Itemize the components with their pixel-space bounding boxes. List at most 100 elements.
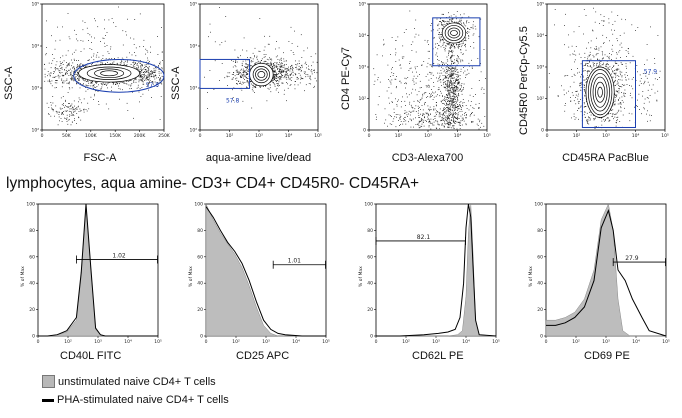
event-dot [153, 76, 154, 78]
event-dot [447, 80, 449, 82]
event-dot [624, 96, 626, 97]
event-dot [291, 65, 293, 67]
event-dot [443, 118, 444, 119]
event-dot [71, 59, 72, 61]
event-dot [583, 103, 585, 105]
event-dot [73, 69, 75, 71]
event-dot [453, 44, 454, 46]
event-dot [465, 40, 467, 42]
event-dot [460, 49, 462, 51]
event-dot [308, 68, 309, 70]
event-dot [274, 77, 275, 78]
x-ticks: 0 10² 10³ 10⁴ 10⁵ [546, 130, 669, 139]
event-dot [379, 81, 381, 83]
event-dot [576, 90, 578, 92]
event-dot [424, 104, 425, 106]
event-dot [446, 56, 448, 58]
event-dot [442, 103, 444, 104]
event-dot [61, 108, 63, 109]
event-dot [315, 53, 317, 55]
event-dot [443, 71, 445, 73]
event-dot [445, 67, 447, 69]
event-dot [389, 123, 391, 125]
event-dot [614, 104, 616, 106]
event-dot [245, 74, 247, 76]
event-dot [146, 75, 148, 77]
event-dot [423, 113, 425, 115]
event-dot [615, 90, 617, 92]
event-dot [460, 90, 462, 92]
event-dot [138, 81, 140, 83]
event-dot [462, 54, 464, 55]
event-dot [439, 76, 440, 78]
event-dot [239, 75, 241, 77]
event-dot [282, 71, 284, 73]
event-dot [151, 73, 153, 75]
event-dot [468, 16, 470, 18]
event-dot [113, 82, 114, 84]
event-dot [244, 66, 246, 67]
event-dot [247, 81, 249, 82]
event-dot [224, 40, 226, 42]
event-dot [107, 87, 108, 89]
event-dot [93, 84, 95, 85]
event-dot [454, 113, 456, 114]
event-dot [466, 114, 467, 116]
event-dot [278, 70, 279, 72]
event-dot [468, 100, 469, 102]
event-dot [615, 77, 616, 79]
event-dot [290, 68, 292, 70]
event-dot [435, 54, 437, 56]
event-dot [575, 117, 577, 119]
event-dot [594, 128, 596, 129]
event-dot [122, 44, 124, 46]
event-dot [50, 104, 52, 106]
event-dot [427, 114, 429, 116]
event-dot [418, 108, 419, 109]
event-dot [451, 77, 453, 78]
event-dot [130, 85, 132, 87]
event-dot [307, 74, 309, 75]
event-dot [405, 123, 407, 125]
event-dot [404, 83, 406, 84]
event-dot [445, 111, 447, 113]
event-dot [131, 88, 132, 89]
event-dot [245, 67, 246, 68]
event-dot [67, 73, 68, 75]
event-dot [444, 109, 445, 110]
event-dot [287, 75, 289, 76]
event-dot [465, 105, 467, 106]
event-dot [618, 76, 620, 77]
event-dot [268, 43, 270, 45]
event-dot [441, 66, 442, 68]
event-dot [433, 121, 435, 123]
event-dot [71, 79, 73, 81]
event-dot [285, 73, 287, 75]
event-dot [246, 72, 247, 74]
event-dot [612, 76, 614, 78]
event-dot [409, 114, 411, 116]
event-dot [440, 120, 442, 122]
event-dot [430, 113, 431, 115]
event-dot [454, 93, 455, 94]
event-dot [455, 107, 456, 108]
event-dot [419, 117, 421, 118]
event-dot [388, 87, 390, 88]
event-dot [457, 122, 459, 123]
event-dot [75, 72, 76, 74]
event-dot [435, 43, 436, 45]
event-dot [438, 79, 440, 81]
event-dot [461, 86, 462, 88]
event-dot [78, 101, 79, 103]
event-dot [465, 77, 466, 78]
event-dot [446, 103, 448, 105]
event-dot [454, 69, 456, 70]
event-dot [244, 71, 246, 73]
event-dot [427, 50, 429, 52]
event-dot [625, 72, 627, 73]
event-dot [619, 88, 620, 90]
event-dot [455, 112, 456, 114]
event-dot [419, 127, 421, 128]
event-dot [449, 19, 451, 20]
event-dot [154, 75, 156, 77]
